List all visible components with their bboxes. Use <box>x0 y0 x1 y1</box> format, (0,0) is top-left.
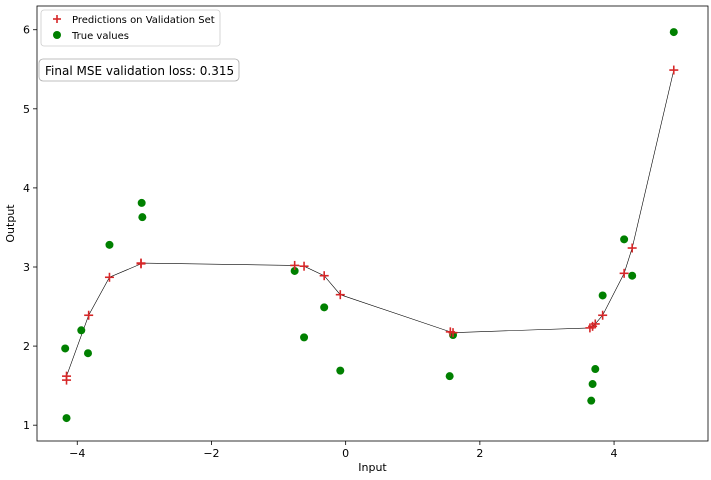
prediction-marker <box>598 310 608 320</box>
y-tick-label: 4 <box>23 182 30 195</box>
prediction-marker <box>669 65 679 75</box>
true-value-point <box>61 344 70 353</box>
y-tick-label: 5 <box>23 103 30 116</box>
true-value-point <box>62 414 71 423</box>
prediction-marker <box>104 272 114 282</box>
true-value-point <box>320 303 329 312</box>
x-tick-label: 2 <box>476 447 483 460</box>
true-value-point <box>137 198 146 207</box>
true-value-point <box>290 266 299 275</box>
true-value-point <box>83 349 92 358</box>
true-value-point <box>300 333 309 342</box>
prediction-marker <box>84 310 94 320</box>
true-value-point <box>445 372 454 381</box>
true-value-point <box>669 28 678 37</box>
prediction-marker <box>299 261 309 271</box>
x-axis-label: Input <box>358 461 387 474</box>
true-value-point <box>138 213 147 222</box>
true-value-point <box>587 396 596 405</box>
legend-label-true: True values <box>71 31 129 42</box>
true-value-point <box>591 365 600 374</box>
prediction-marker <box>335 290 345 300</box>
annotation-box <box>38 58 240 82</box>
plot-area: −4 −2 0 2 4 1 2 3 4 5 6 Input Output Predictions on V… <box>4 5 709 474</box>
true-value-point <box>620 235 629 244</box>
y-tick-label: 3 <box>23 261 30 274</box>
prediction-marker <box>619 268 629 278</box>
prediction-marker <box>627 243 637 253</box>
axes-frame <box>36 5 709 442</box>
true-value-point <box>105 240 114 249</box>
true-value-point <box>588 380 597 389</box>
x-tick-label: −2 <box>203 447 219 460</box>
x-tick-label: 4 <box>611 447 618 460</box>
x-tick-label: 0 <box>342 447 349 460</box>
prediction-marker <box>136 258 146 268</box>
y-axis-label: Output <box>4 204 17 243</box>
true-value-point <box>598 291 607 300</box>
true-value-point <box>628 271 637 280</box>
true-value-point <box>336 366 345 375</box>
x-tick-label: −4 <box>69 447 85 460</box>
y-tick-label: 2 <box>23 340 30 353</box>
prediction-marker <box>62 371 72 381</box>
true-value-point <box>77 326 86 335</box>
legend-label-predictions: Predictions on Validation Set <box>72 15 215 26</box>
legend-true-marker <box>53 31 61 39</box>
y-tick-label: 6 <box>23 24 30 37</box>
legend-box <box>40 9 221 47</box>
prediction-marker <box>319 271 329 281</box>
prediction-marker <box>590 319 600 329</box>
y-tick-label: 1 <box>23 419 30 432</box>
annotation-text: Final MSE validation loss: 0.315 <box>45 64 234 78</box>
prediction-marker <box>448 328 458 338</box>
legend-prediction-marker <box>53 15 61 23</box>
prediction-marker <box>290 260 300 270</box>
